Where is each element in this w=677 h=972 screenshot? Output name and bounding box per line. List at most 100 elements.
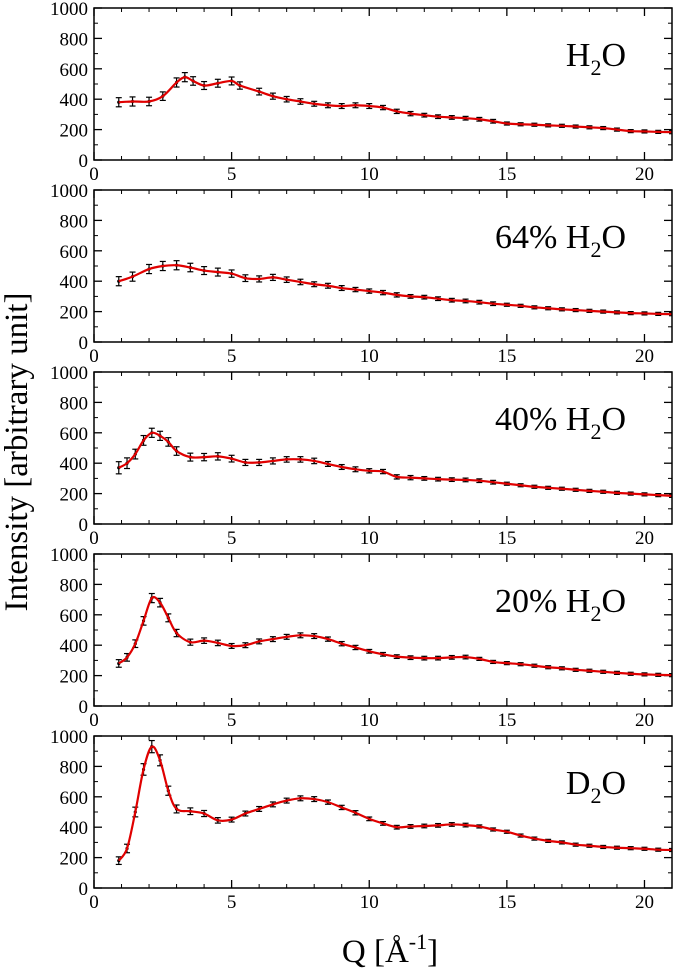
y-tick-label: 0 — [79, 333, 89, 354]
series-data — [115, 592, 672, 678]
y-tick-label: 400 — [60, 90, 89, 111]
x-tick-label: 0 — [89, 346, 99, 367]
panel-label-subscript: 2 — [590, 419, 601, 444]
plot-frame — [93, 7, 673, 161]
x-axis-label-unit: Å — [385, 933, 409, 970]
panel-label: 20% H2O — [495, 583, 626, 626]
x-tick-label: 5 — [227, 528, 237, 549]
y-tick-label: 200 — [60, 667, 89, 688]
panel-label-suffix: O — [601, 765, 626, 802]
x-axis-label: Q [Å-1] — [342, 929, 438, 970]
y-tick-label: 800 — [60, 757, 89, 778]
panel-label-main: H — [566, 37, 591, 74]
panel-label: D2O — [566, 765, 626, 808]
y-tick-label: 400 — [60, 818, 89, 839]
panel-label: 40% H2O — [495, 401, 626, 444]
x-tick-label: 0 — [89, 892, 99, 913]
y-tick-label: 200 — [60, 303, 89, 324]
x-tick-label: 20 — [635, 346, 654, 367]
x-tick-label: 15 — [497, 346, 516, 367]
y-tick-label: 600 — [60, 60, 89, 81]
series-data — [115, 260, 672, 317]
x-tick-label: 15 — [497, 710, 516, 731]
panel-label-suffix: O — [601, 219, 626, 256]
error-bar — [669, 493, 672, 498]
x-axis-label-exponent: -1 — [409, 929, 427, 954]
panel-label-main: H — [566, 401, 591, 438]
x-tick-label: 0 — [89, 528, 99, 549]
panel-label-subscript: 2 — [590, 783, 601, 808]
plot-frame — [93, 553, 673, 707]
plot-frame — [93, 735, 673, 889]
panel-label-subscript: 2 — [590, 55, 601, 80]
series-data — [115, 71, 672, 135]
y-tick-label: 0 — [79, 697, 89, 718]
x-tick-label: 0 — [89, 710, 99, 731]
y-tick-label: 0 — [79, 879, 89, 900]
y-tick-label: 600 — [60, 424, 89, 445]
x-tick-label: 15 — [497, 528, 516, 549]
y-tick-label: 0 — [79, 515, 89, 536]
panel-label-main: D — [566, 765, 591, 802]
plot-frame — [93, 371, 673, 525]
panel-label-prefix: 20% — [495, 583, 566, 620]
y-tick-label: 800 — [60, 575, 89, 596]
panel-label-main: H — [566, 219, 591, 256]
plot-frame — [93, 189, 673, 343]
x-tick-label: 20 — [635, 164, 654, 185]
y-tick-label: 1000 — [50, 727, 88, 748]
fit-line — [118, 431, 672, 497]
panel-label-suffix: O — [601, 37, 626, 74]
x-tick-label: 10 — [360, 346, 379, 367]
y-tick-label: 200 — [60, 849, 89, 870]
x-tick-label: 5 — [227, 346, 237, 367]
fit-line — [118, 76, 672, 134]
y-tick-label: 600 — [60, 606, 89, 627]
y-tick-label: 800 — [60, 29, 89, 50]
y-tick-label: 800 — [60, 211, 89, 232]
panel-label-subscript: 2 — [590, 237, 601, 262]
x-tick-label: 5 — [227, 892, 237, 913]
fit-line — [117, 745, 672, 862]
x-tick-label: 0 — [89, 164, 99, 185]
error-bar — [669, 312, 672, 317]
x-tick-label: 15 — [497, 892, 516, 913]
y-tick-label: 1000 — [50, 181, 88, 202]
panel-label-subscript: 2 — [590, 601, 601, 626]
y-tick-label: 1000 — [50, 0, 88, 20]
y-tick-label: 200 — [60, 121, 89, 142]
y-axis-label: Intensity [arbitrary unit] — [0, 293, 35, 612]
x-tick-label: 5 — [227, 164, 237, 185]
panel-label: 64% H2O — [495, 219, 626, 262]
panel-label-main: H — [566, 583, 591, 620]
x-axis-label-main: Q [ — [342, 934, 385, 970]
error-bar — [669, 130, 672, 135]
panel-label-prefix: 64% — [495, 219, 566, 256]
y-tick-label: 1000 — [50, 545, 88, 566]
y-tick-label: 400 — [60, 636, 89, 657]
x-tick-label: 10 — [360, 164, 379, 185]
series-data — [115, 739, 672, 866]
x-tick-label: 10 — [360, 710, 379, 731]
y-tick-label: 1000 — [50, 363, 88, 384]
x-tick-label: 20 — [635, 710, 654, 731]
x-tick-label: 20 — [635, 528, 654, 549]
x-tick-label: 10 — [360, 528, 379, 549]
panel-label-prefix: 40% — [495, 401, 566, 438]
y-tick-label: 400 — [60, 272, 89, 293]
fit-line — [118, 264, 672, 316]
y-tick-label: 600 — [60, 788, 89, 809]
x-tick-label: 20 — [635, 892, 654, 913]
fit-line — [118, 595, 672, 677]
error-bar — [669, 673, 672, 678]
series-data — [115, 427, 672, 498]
y-tick-label: 0 — [79, 151, 89, 172]
panel-label: H2O — [566, 37, 626, 80]
